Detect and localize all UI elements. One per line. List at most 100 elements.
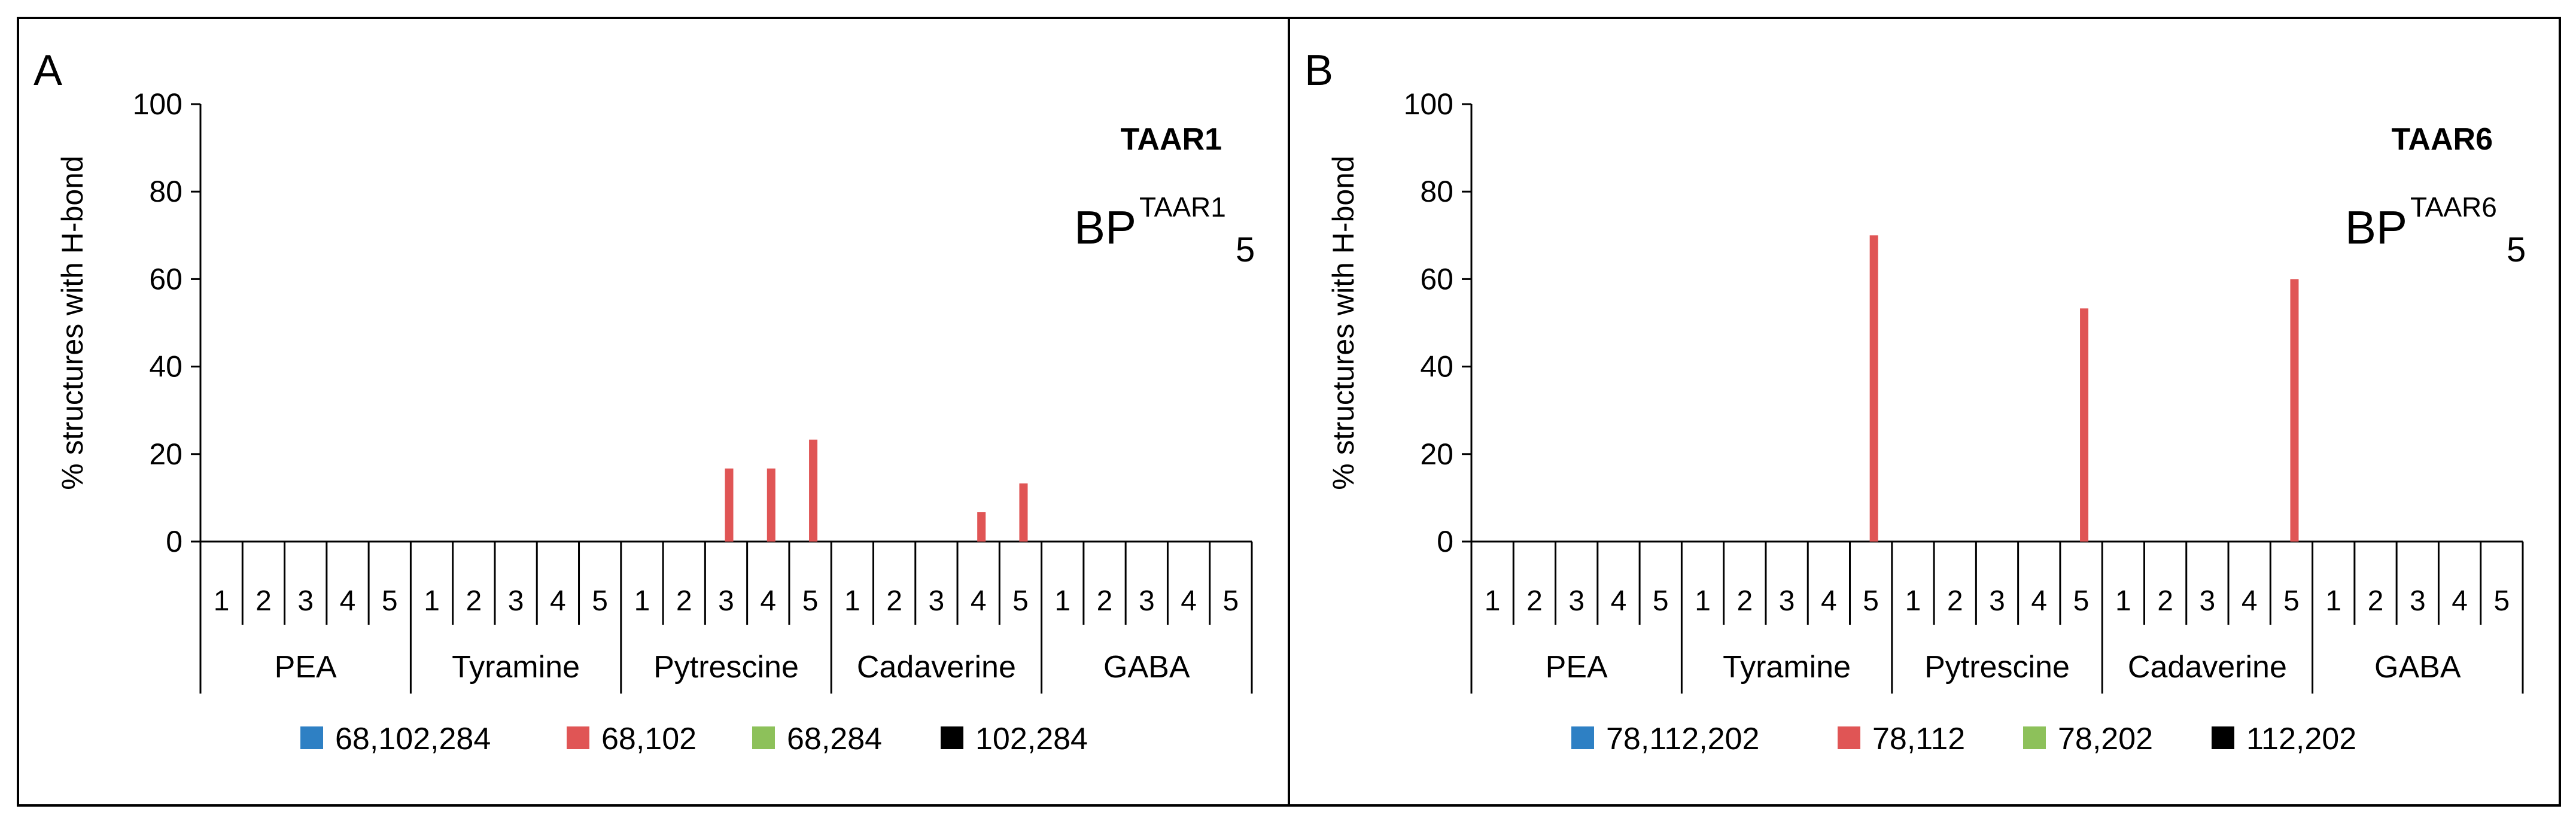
x-subcategory-label: 5 [1223,585,1239,617]
x-subcategory-label: 3 [929,585,945,617]
x-subcategory-label: 3 [508,585,524,617]
legend-swatch [941,726,963,749]
x-subcategory-label: 2 [886,585,902,617]
x-subcategory-label: 1 [634,585,650,617]
gene-label: TAAR1 [1121,122,1222,157]
x-subcategory-label: 1 [2325,585,2341,617]
x-group-label: PEA [1546,650,1608,685]
x-group-label: Cadaverine [857,650,1016,685]
x-subcategory-label: 1 [1695,585,1711,617]
x-subcategory-label: 1 [214,585,230,617]
bar [1019,483,1028,542]
x-subcategory-label: 4 [1181,585,1197,617]
x-subcategory-label: 4 [550,585,566,617]
legend-label: 78,112 [1872,722,1965,756]
x-subcategory-label: 5 [382,585,398,617]
chart-panel-b: B% structures with H-bond 0 20 40 60 80 100 1 2 3… [1288,17,2561,807]
x-subcategory-label: 2 [466,585,482,617]
legend-label: 112,202 [2246,722,2356,756]
bp-superscript: TAAR6 [2410,191,2497,223]
x-subcategory-label: 5 [592,585,608,617]
bar [977,512,986,542]
x-subcategory-label: 3 [2410,585,2426,617]
x-subcategory-label: 3 [1779,585,1795,617]
x-subcategory-label: 2 [1526,585,1543,617]
x-subcategory-label: 2 [1947,585,1963,617]
x-subcategory-label: 1 [2115,585,2131,617]
x-subcategory-label: 4 [1821,585,1837,617]
x-subcategory-label: 2 [256,585,272,617]
legend-swatch [1571,726,1594,749]
y-tick-label: 80 [149,175,183,208]
y-tick-label: 100 [1404,87,1453,121]
legend-label: 68,284 [787,722,882,756]
y-tick-label: 0 [1437,525,1453,558]
x-group-label: GABA [2374,650,2461,685]
x-subcategory-label: 1 [1485,585,1501,617]
y-tick-label: 60 [1420,262,1453,296]
y-tick-label: 40 [1420,350,1453,384]
y-tick-label: 80 [1420,175,1453,208]
bar [809,439,818,542]
chart-panel-a: A% structures with H-bond 0 20 40 60 80 100 1 2 3… [17,17,1290,807]
panel-letter: B [1304,47,1333,95]
x-subcategory-label: 5 [802,585,819,617]
legend-swatch [2212,726,2234,749]
x-subcategory-label: 4 [340,585,356,617]
y-tick-label: 0 [166,525,183,558]
x-subcategory-label: 2 [1097,585,1113,617]
y-tick-label: 40 [149,350,183,384]
x-subcategory-label: 2 [2368,585,2384,617]
legend-swatch [300,726,323,749]
x-subcategory-label: 5 [1653,585,1669,617]
legend-swatch [567,726,589,749]
y-tick-label: 100 [133,87,183,121]
x-group-label: Pytrescine [653,650,799,685]
x-group-label: PEA [275,650,337,685]
bp-label: BP [1074,201,1136,254]
x-subcategory-label: 5 [2494,585,2510,617]
legend-label: 68,102,284 [335,722,491,756]
y-tick-label: 20 [1420,437,1453,471]
x-group-label: Cadaverine [2128,650,2287,685]
legend-label: 68,102 [601,722,697,756]
x-subcategory-label: 3 [297,585,314,617]
y-axis-label: % structures with H-bond [56,156,89,490]
legend-label: 78,112,202 [1606,722,1759,756]
x-subcategory-label: 3 [1568,585,1584,617]
x-subcategory-label: 3 [718,585,734,617]
x-subcategory-label: 2 [1736,585,1753,617]
x-group-label: Pytrescine [1924,650,2070,685]
x-subcategory-label: 1 [844,585,860,617]
x-subcategory-label: 4 [2242,585,2258,617]
x-subcategory-label: 1 [1905,585,1921,617]
legend-label: 78,202 [2058,722,2153,756]
x-subcategory-label: 5 [2073,585,2090,617]
x-subcategory-label: 2 [676,585,692,617]
legend-swatch [1838,726,1860,749]
x-subcategory-label: 3 [1989,585,2005,617]
y-axis-label: % structures with H-bond [1327,156,1360,490]
bar [767,468,775,542]
y-tick-label: 60 [149,262,183,296]
x-subcategory-label: 4 [971,585,987,617]
x-subcategory-label: 4 [760,585,776,617]
x-subcategory-label: 2 [2157,585,2173,617]
legend-label: 102,284 [975,722,1088,756]
x-group-label: Tyramine [1723,650,1851,685]
x-subcategory-label: 4 [2452,585,2468,617]
x-subcategory-label: 4 [2031,585,2047,617]
gene-label: TAAR6 [2392,122,2493,157]
bar [725,468,734,542]
x-subcategory-label: 5 [2283,585,2300,617]
bp-subscript: 5 [2507,230,2526,269]
bp-label: BP [2345,201,2407,254]
x-group-label: Tyramine [452,650,580,685]
bar [2290,279,2299,542]
bp-subscript: 5 [1236,230,1255,269]
x-subcategory-label: 1 [1054,585,1070,617]
bar [1869,235,1878,542]
legend-swatch [752,726,775,749]
